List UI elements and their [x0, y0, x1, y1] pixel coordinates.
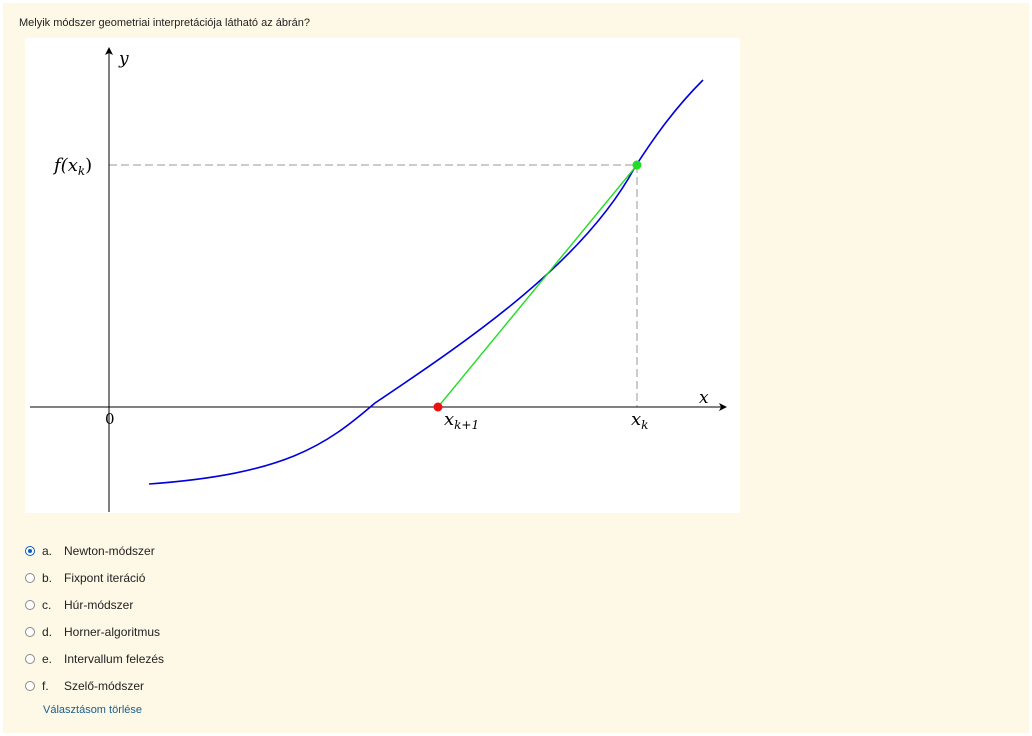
option-b-radio[interactable] — [25, 572, 35, 583]
fxk-label-x: x — [68, 155, 78, 176]
option-b-letter: b. — [42, 570, 53, 585]
figure-svg: y x 0 f(xk) xk+1 xk — [30, 47, 727, 512]
option-f-letter: f. — [42, 678, 49, 693]
option-b-text: Fixpont iteráció — [64, 570, 146, 585]
point-xk1 — [433, 402, 443, 412]
option-e-letter: e. — [42, 651, 53, 666]
fxk-label-f: f( — [52, 155, 69, 176]
point-xk-fxk — [632, 160, 642, 170]
option-e-text: Intervallum felezés — [64, 651, 165, 666]
option-c-letter: c. — [42, 597, 52, 612]
fxk-label-close: ) — [85, 155, 92, 176]
option-c-text: Húr-módszer — [64, 597, 134, 612]
xk-label: xk — [631, 409, 648, 432]
option-d[interactable]: d. Horner-algoritmus — [23, 618, 164, 645]
origin-label: 0 — [105, 410, 115, 428]
xk1-label-sub: k+1 — [454, 418, 479, 432]
option-a-letter: a. — [42, 543, 53, 558]
option-f[interactable]: f. Szelő-módszer — [23, 672, 164, 699]
option-c-radio[interactable] — [25, 599, 35, 610]
answer-options: a. Newton-módszer b. Fixpont iteráció c.… — [23, 537, 164, 699]
question-text: Melyik módszer geometriai interpretációj… — [19, 17, 311, 29]
function-curve — [148, 79, 704, 485]
option-d-radio[interactable] — [25, 626, 35, 637]
x-axis-label: x — [699, 388, 709, 408]
question-panel: Melyik módszer geometriai interpretációj… — [3, 3, 1029, 733]
option-e[interactable]: e. Intervallum felezés — [23, 645, 164, 672]
option-b[interactable]: b. Fixpont iteráció — [23, 564, 164, 591]
fxk-label-sub: k — [78, 164, 85, 178]
xk1-label-x: x — [444, 409, 454, 430]
tangent-line — [437, 164, 638, 408]
option-a-radio[interactable] — [25, 545, 35, 556]
option-d-text: Horner-algoritmus — [64, 624, 161, 639]
fxk-label: f(xk) — [52, 155, 92, 178]
option-f-text: Szelő-módszer — [64, 678, 145, 693]
xk1-label: xk+1 — [444, 409, 479, 432]
option-e-radio[interactable] — [25, 653, 35, 664]
newton-method-figure: y x 0 f(xk) xk+1 xk — [25, 38, 740, 513]
clear-choice-link[interactable]: Választásom törlése — [43, 704, 143, 716]
xk-label-sub: k — [641, 418, 648, 432]
option-a[interactable]: a. Newton-módszer — [23, 537, 164, 564]
option-a-text: Newton-módszer — [64, 543, 155, 558]
y-axis-label: y — [118, 49, 129, 69]
option-d-letter: d. — [42, 624, 53, 639]
xk-label-x: x — [631, 409, 641, 430]
option-c[interactable]: c. Húr-módszer — [23, 591, 164, 618]
option-f-radio[interactable] — [25, 680, 35, 691]
